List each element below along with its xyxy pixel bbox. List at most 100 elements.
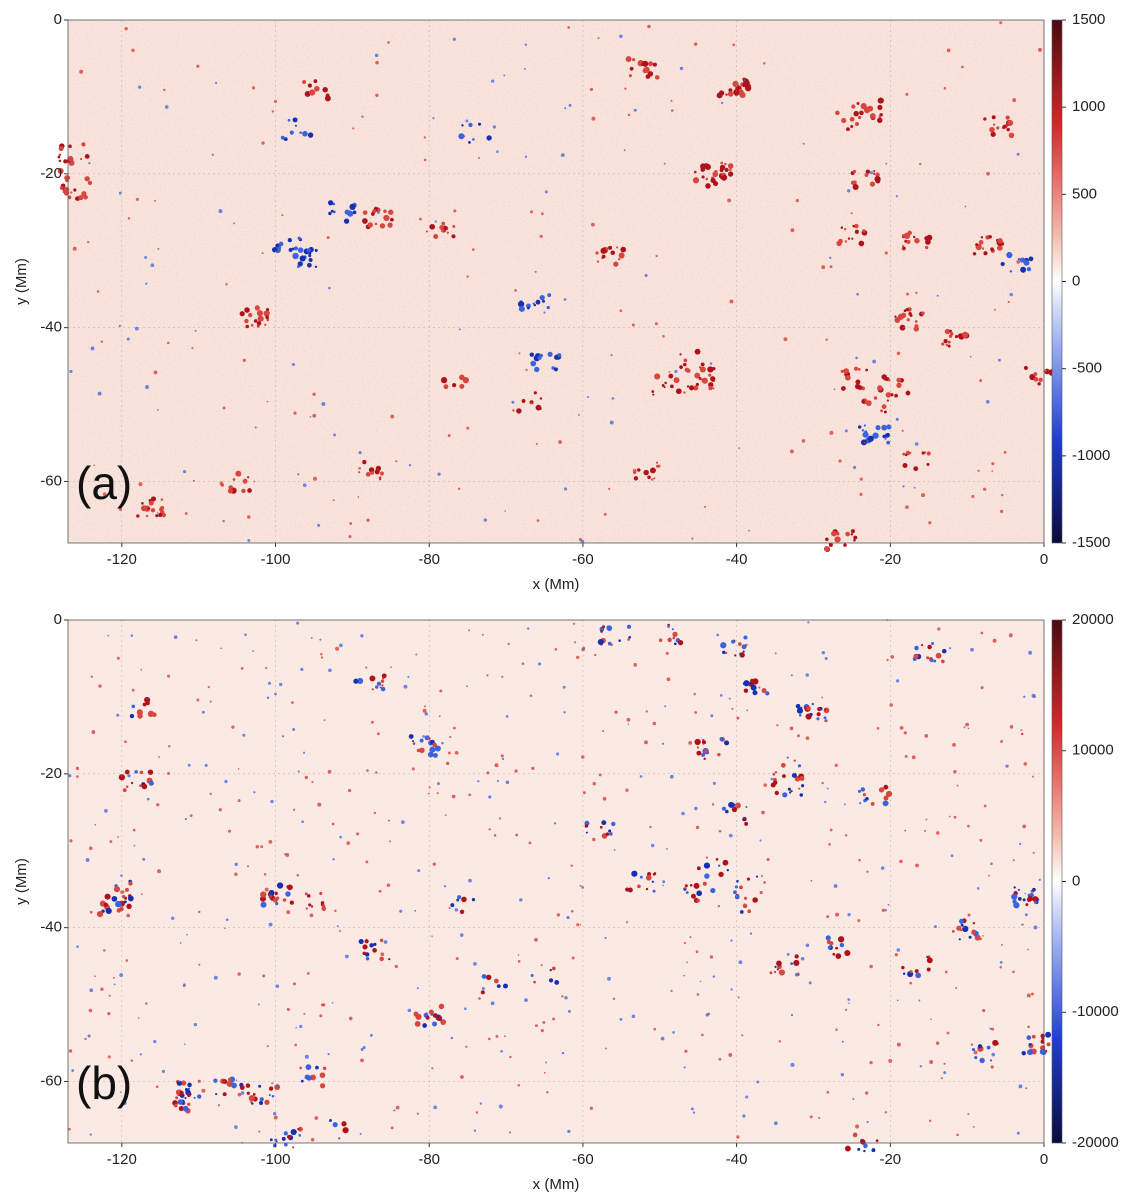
feature	[981, 247, 985, 250]
feature	[606, 625, 613, 631]
feature	[287, 237, 292, 243]
feature	[244, 318, 249, 324]
feature	[850, 212, 853, 215]
feature	[999, 965, 1003, 969]
feature	[1032, 887, 1036, 892]
feature	[271, 1082, 274, 1085]
feature	[765, 691, 770, 696]
feature	[309, 89, 316, 96]
feature	[440, 1019, 447, 1025]
feature	[647, 475, 651, 480]
feature	[774, 771, 778, 774]
feature	[865, 368, 869, 372]
feature	[778, 969, 785, 976]
feature	[835, 946, 839, 950]
feature	[407, 675, 410, 678]
feature	[672, 636, 676, 640]
feature	[643, 66, 650, 73]
feature	[306, 248, 311, 253]
feature	[308, 258, 313, 263]
feature	[297, 236, 301, 240]
feature	[369, 675, 376, 682]
feature	[1001, 943, 1003, 946]
feature	[468, 122, 473, 128]
feature	[122, 1101, 127, 1105]
feature	[227, 488, 233, 494]
feature	[863, 441, 866, 444]
feature	[353, 678, 359, 684]
feature	[530, 360, 537, 367]
y-tick-label: -40	[40, 319, 62, 336]
feature	[731, 806, 738, 813]
feature	[222, 406, 226, 410]
feature	[1030, 992, 1034, 996]
feature	[854, 121, 860, 127]
feature	[877, 1023, 880, 1027]
feature	[950, 854, 954, 858]
feature	[683, 362, 687, 367]
feature	[261, 252, 264, 255]
feature	[759, 890, 763, 895]
feature	[890, 655, 895, 659]
feature	[556, 913, 561, 917]
feature	[325, 93, 330, 98]
feature	[895, 417, 899, 421]
feature	[936, 294, 939, 297]
feature	[993, 308, 996, 311]
feature	[752, 678, 759, 685]
feature	[326, 236, 330, 240]
feature	[1045, 1031, 1052, 1038]
feature	[76, 775, 79, 778]
feature	[738, 960, 743, 965]
feature	[746, 877, 751, 881]
feature	[889, 703, 893, 707]
feature	[704, 505, 707, 508]
feature	[832, 952, 836, 956]
feature	[760, 874, 764, 877]
feature	[411, 767, 415, 771]
feature	[88, 846, 93, 851]
feature	[328, 286, 331, 290]
feature	[539, 397, 543, 400]
feature	[531, 766, 535, 770]
feature	[857, 425, 862, 429]
feature	[239, 311, 245, 317]
feature	[96, 910, 104, 918]
feature	[582, 791, 586, 795]
feature	[543, 311, 546, 314]
feature	[553, 367, 558, 372]
feature	[364, 939, 369, 944]
feature	[1023, 762, 1028, 766]
feature	[914, 969, 919, 973]
feature	[327, 769, 332, 774]
feature	[577, 414, 580, 416]
feature	[1016, 260, 1021, 264]
feature	[524, 155, 528, 158]
feature	[911, 755, 916, 760]
feature	[78, 195, 84, 201]
feature	[496, 150, 499, 153]
feature	[471, 897, 476, 902]
feature	[1037, 382, 1041, 386]
feature	[167, 771, 171, 776]
feature	[602, 796, 607, 801]
feature	[379, 686, 382, 689]
feature	[925, 239, 931, 245]
feature	[127, 895, 134, 902]
feature	[179, 1090, 184, 1096]
feature	[728, 833, 733, 838]
feature	[584, 824, 589, 828]
feature	[68, 144, 72, 149]
feature	[750, 684, 757, 691]
feature	[1038, 377, 1043, 383]
feature	[790, 789, 793, 793]
feature	[790, 674, 793, 677]
feature	[1038, 878, 1041, 882]
feature	[944, 970, 948, 974]
feature	[703, 757, 706, 761]
feature	[313, 79, 318, 84]
feature	[362, 459, 367, 465]
feature	[443, 885, 447, 888]
feature	[857, 919, 861, 923]
feature	[378, 476, 382, 480]
